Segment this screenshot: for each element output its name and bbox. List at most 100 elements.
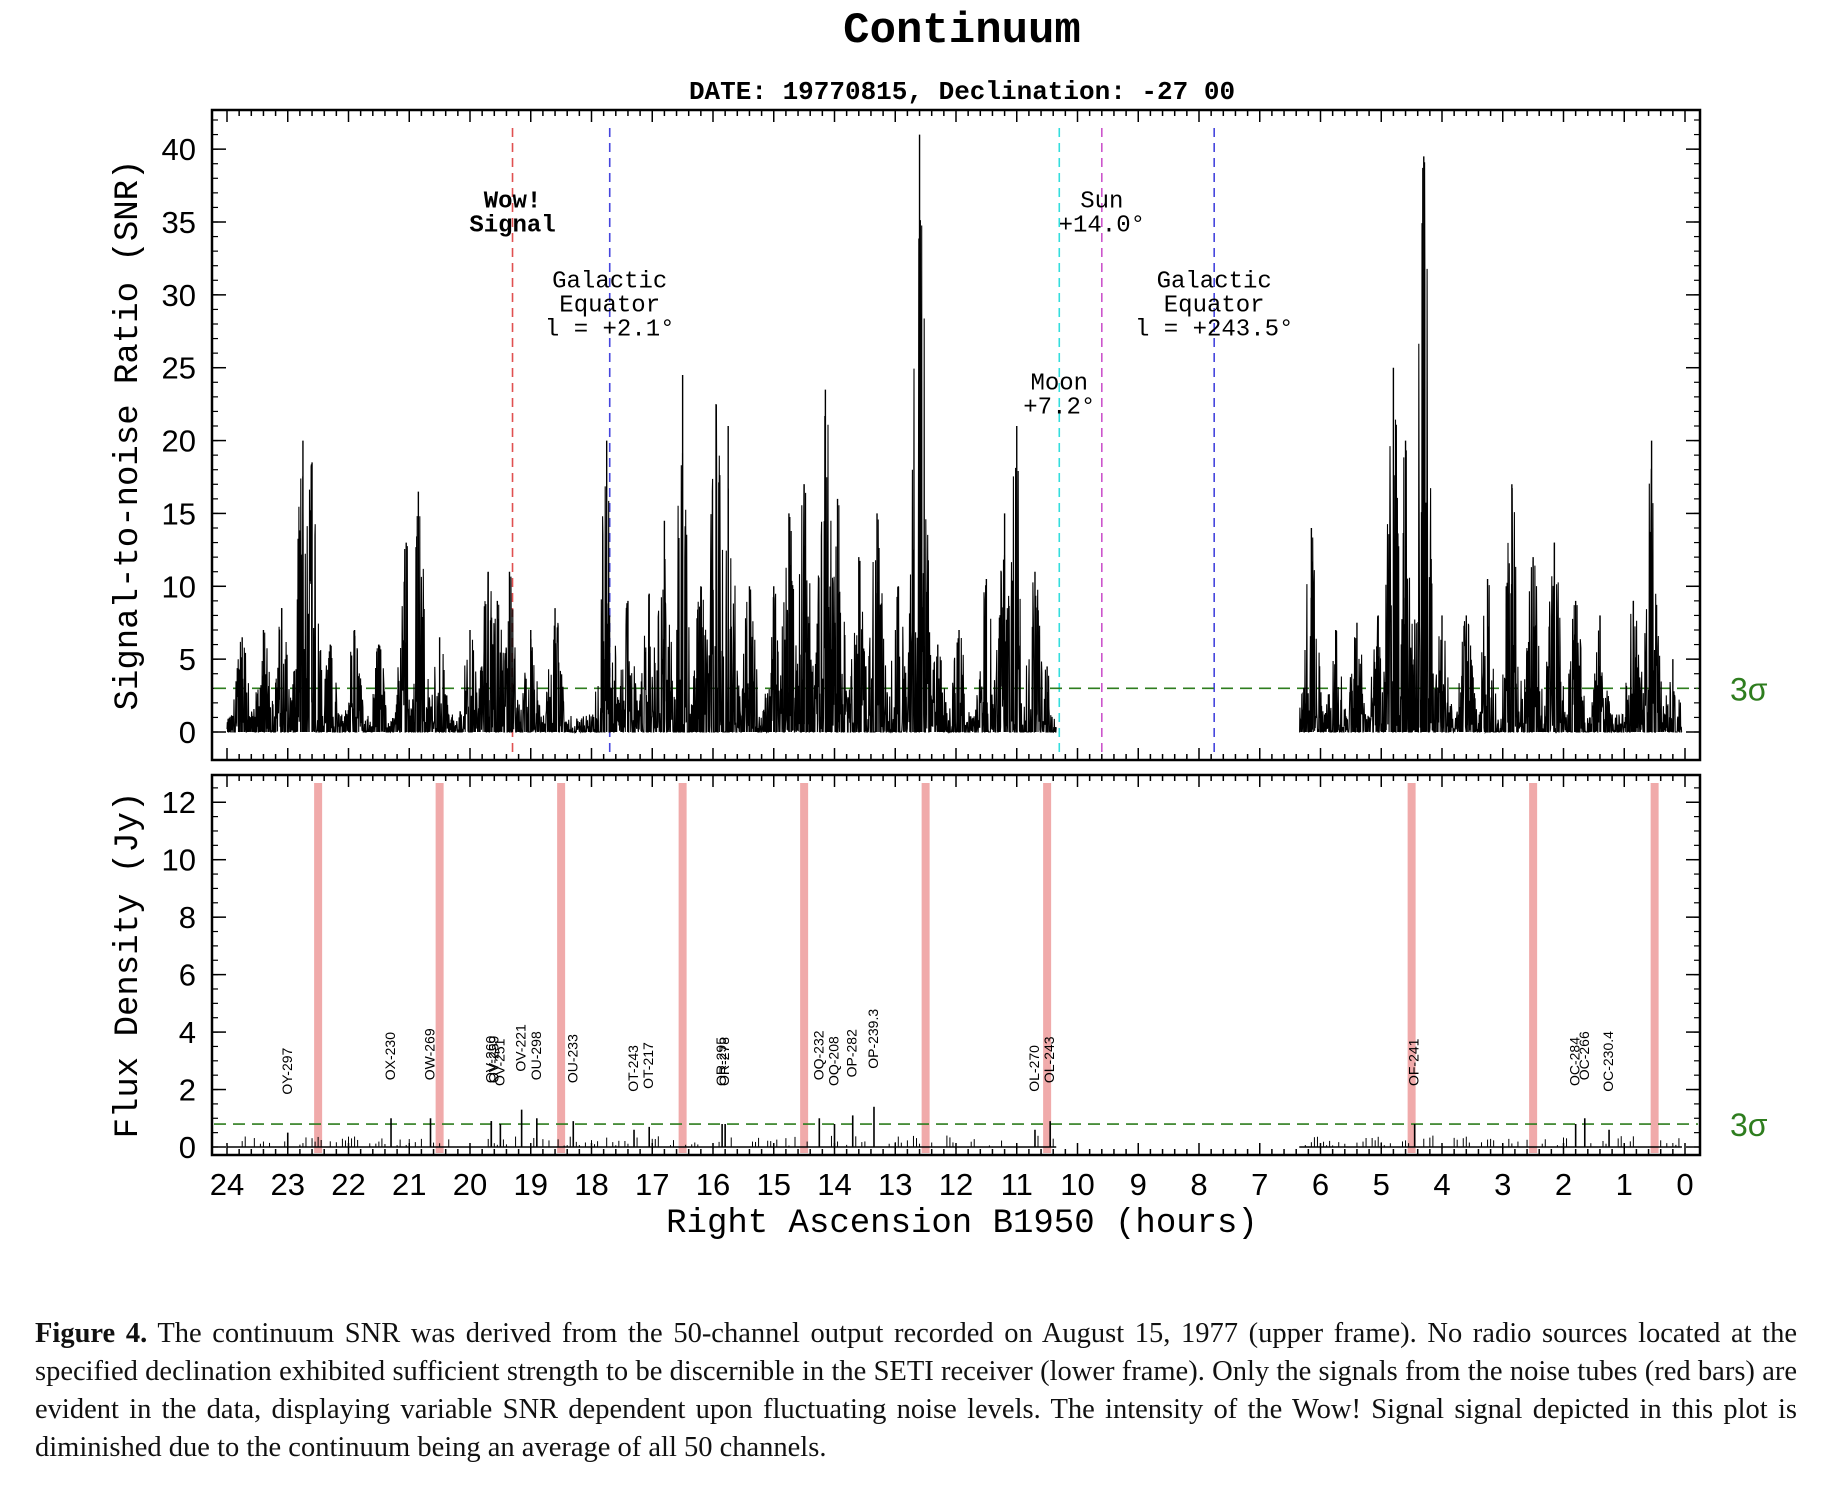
x-tick-label: 11 [1001,1167,1033,1202]
chart-subtitle: DATE: 19770815, Declination: -27 00 [689,77,1235,107]
x-tick-label: 9 [1130,1167,1147,1202]
snr-y-tick-label: 35 [162,205,196,240]
figure-caption: Figure 4. The continuum SNR was derived … [35,1315,1797,1467]
marker-label-line: +7.2° [1023,395,1095,422]
chart-title: Continuum [843,6,1081,56]
marker-label-line: Equator [559,293,660,320]
source-label-22: OC-230.4 [1600,1031,1616,1092]
source-label-9: OT-243 [625,1045,641,1092]
marker-label-3: Sun +14.0° [1059,188,1145,239]
x-tick-label: 13 [878,1167,912,1202]
flux-y-tick-label: 12 [162,785,196,820]
source-label-5: OV-251 [491,1038,507,1086]
flux-y-tick-label: 10 [162,843,196,878]
marker-label-line: Sun [1080,188,1123,215]
caption-label: Figure 4. [35,1318,148,1349]
source-label-10: OT-217 [640,1042,656,1089]
x-tick-label: 24 [210,1167,244,1202]
source-label-20: OC-284 [1567,1037,1583,1086]
x-tick-label: 12 [939,1167,973,1202]
chart-svg: Continuum DATE: 19770815, Declination: -… [110,6,1768,1243]
marker-label-line: Signal [469,212,555,239]
marker-label-0: Wow! Signal [469,188,555,239]
marker-label-line: Galactic [1157,269,1272,296]
marker-label-line: +14.0° [1059,212,1145,239]
x-tick-label: 0 [1676,1167,1693,1202]
noise-tube-bar-7 [1407,783,1416,1153]
snr-y-tick-label: 40 [162,132,196,167]
flux-y-tick-label: 8 [179,900,196,935]
noise-tube-bar-9 [1650,783,1659,1153]
source-label-4: OV-259 [485,1035,501,1083]
snr-series-segment-1 [1299,162,1683,734]
source-label-2: OW-269 [422,1028,438,1080]
x-tick-label: 14 [817,1167,851,1202]
source-label-8: OU-233 [564,1034,580,1083]
snr-y-tick-label: 0 [179,715,196,750]
marker-label-2: Moon +7.2° [1023,371,1095,422]
snr-series-segment-0 [226,220,1057,735]
noise-tube-bar-3 [678,783,687,1153]
noise-tube-bar-8 [1529,783,1538,1153]
x-tick-label: 10 [1060,1167,1094,1202]
snr-y-tick-label: 20 [162,424,196,459]
snr-frame [210,108,1702,762]
flux-frame [210,773,1702,1157]
noise-tube-bar-0 [314,783,323,1153]
x-tick-label: 3 [1494,1167,1511,1202]
snr-y-tick-label: 15 [162,496,196,531]
caption-text: The continuum SNR was derived from the 5… [35,1318,1797,1463]
marker-label-line: Equator [1164,293,1265,320]
snr-threshold-label: 3σ [1730,671,1768,707]
source-label-21: OC-266 [1576,1031,1592,1080]
source-label-14: OQ-208 [826,1036,842,1086]
source-label-7: OU-298 [528,1031,544,1080]
source-label-17: OL-270 [1026,1045,1042,1092]
marker-label-1: Galactic Equator l = +2.1° [545,269,675,344]
marker-label-line: Galactic [552,269,667,296]
snr-y-tick-label: 25 [162,351,196,386]
x-tick-label: 18 [574,1167,608,1202]
x-tick-label: 19 [514,1167,548,1202]
marker-label-line: Moon [1030,371,1088,398]
snr-y-tick-label: 5 [179,642,196,677]
source-label-13: OQ-232 [810,1030,826,1080]
marker-label-line: l = +2.1° [545,317,675,344]
noise-tube-bar-6 [1043,783,1052,1153]
source-label-6: OV-221 [513,1024,529,1072]
x-tick-label: 20 [453,1167,487,1202]
source-label-12: OR-278 [716,1037,732,1086]
flux-y-tick-label: 4 [179,1015,196,1050]
snr-y-axis-label: Signal-to-noise Ratio (SNR) [110,160,148,711]
noise-tube-bar-5 [921,783,930,1153]
noise-tube-bar-1 [435,783,444,1153]
figure: Continuum DATE: 19770815, Declination: -… [110,6,1768,1243]
snr-y-tick-label: 30 [162,278,196,313]
marker-label-line: l = +243.5° [1135,317,1293,344]
source-label-18: OL-243 [1041,1036,1057,1083]
x-tick-label: 21 [392,1167,426,1202]
flux-y-tick-label: 2 [179,1073,196,1108]
noise-tube-bar-4 [800,783,809,1153]
flux-y-tick-label: 0 [179,1130,196,1165]
source-label-16: OP-239.3 [865,1009,881,1069]
snr-y-tick-label: 10 [162,569,196,604]
x-tick-label: 7 [1251,1167,1268,1202]
x-tick-label: 4 [1433,1167,1450,1202]
flux-y-axis-label: Flux Density (Jy) [110,792,148,1139]
source-label-15: OP-282 [844,1029,860,1077]
source-label-3: OV-260 [482,1035,498,1083]
source-label-19: OF-241 [1406,1038,1422,1086]
marker-label-4: Galactic Equator l = +243.5° [1135,269,1293,344]
x-tick-label: 1 [1616,1167,1633,1202]
source-label-0: OY-297 [279,1047,295,1094]
x-tick-label: 17 [635,1167,669,1202]
x-tick-label: 2 [1555,1167,1572,1202]
source-label-1: OX-230 [382,1032,398,1080]
x-tick-label: 6 [1312,1167,1329,1202]
marker-label-line: Wow! [484,188,542,215]
flux-y-tick-label: 6 [179,958,196,993]
x-axis-label: Right Ascension B1950 (hours) [666,1205,1258,1243]
flux-threshold-label: 3σ [1730,1107,1768,1143]
